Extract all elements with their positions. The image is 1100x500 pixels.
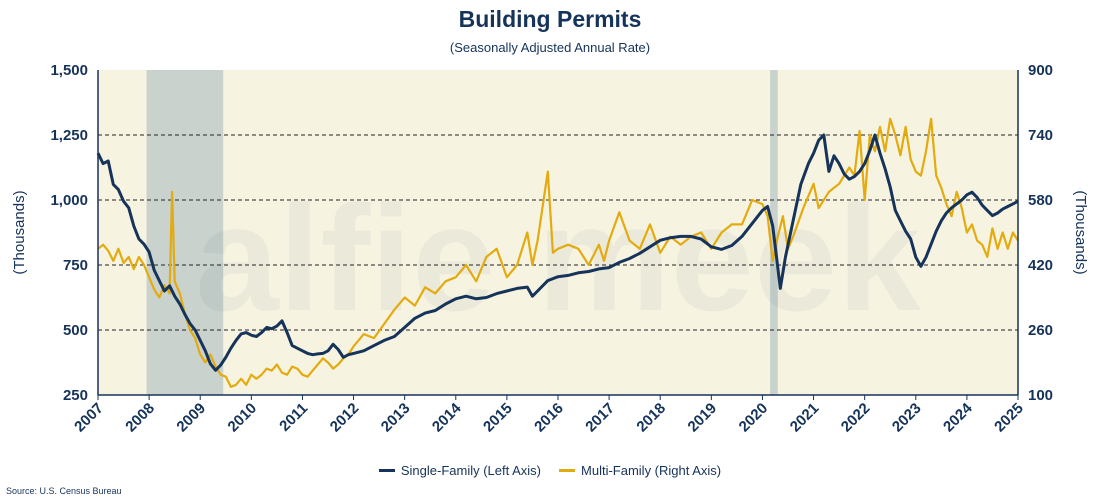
- x-tick-label: 2008: [122, 400, 158, 436]
- x-tick-label: 2010: [225, 400, 261, 436]
- legend-item-single-family: Single-Family (Left Axis): [378, 463, 542, 478]
- recession-band: [146, 70, 224, 395]
- legend-label-single-family: Single-Family (Left Axis): [400, 463, 542, 478]
- watermark: alfie meek: [195, 174, 921, 342]
- x-tick-label: 2025: [991, 400, 1027, 436]
- y-tick-right: 420: [1028, 257, 1053, 274]
- x-tick-label: 2013: [378, 400, 414, 436]
- y-tick-left: 1,500: [50, 62, 88, 79]
- x-tick-label: 2009: [173, 400, 209, 436]
- chart-canvas: alfie meek 250 500 750 1,000 1,250 1,500 100 26…: [11, 62, 1089, 436]
- y-axis-right-title: (Thousands): [1072, 190, 1089, 274]
- x-tick-label: 2018: [633, 400, 669, 436]
- chart-title: Building Permits: [458, 6, 642, 32]
- legend-label-multi-family: Multi-Family (Right Axis): [581, 463, 722, 478]
- series-lines: [96, 117, 1019, 388]
- x-tick-label: 2011: [276, 400, 311, 435]
- y-tick-right: 580: [1028, 192, 1053, 209]
- x-tick-label: 2020: [736, 400, 772, 436]
- y-axis-left-title: (Thousands): [11, 190, 28, 274]
- legend-swatch-multi-family: [559, 469, 576, 472]
- y-tick-left: 250: [63, 387, 88, 404]
- x-tick-label: 2007: [71, 400, 107, 436]
- y-tick-left: 1,000: [50, 192, 88, 209]
- y-tick-left: 1,250: [50, 127, 88, 144]
- series-line-multi-family: [97, 117, 1019, 388]
- legend: Single-Family (Left Axis) Multi-Family (…: [0, 463, 1100, 478]
- plot-background: [98, 70, 1018, 395]
- y-tick-right: 260: [1028, 322, 1053, 339]
- legend-swatch-single-family: [378, 469, 395, 472]
- x-tick-label: 2023: [889, 400, 925, 436]
- x-tick-label: 2021: [787, 400, 823, 436]
- x-tick-label: 2017: [582, 400, 618, 436]
- x-tick-label: 2022: [838, 400, 874, 436]
- x-tick-label: 2012: [327, 400, 363, 436]
- x-tick-label: 2014: [429, 399, 465, 435]
- x-tick-label: 2024: [940, 399, 976, 435]
- chart-subtitle: (Seasonally Adjusted Annual Rate): [449, 40, 651, 55]
- y-tick-right: 100: [1028, 387, 1053, 404]
- x-tick-label: 2019: [685, 400, 721, 436]
- y-tick-right: 900: [1028, 62, 1053, 79]
- y-tick-left: 750: [63, 257, 88, 274]
- series-line-single-family: [96, 133, 1019, 372]
- y-tick-left: 500: [63, 322, 88, 339]
- x-tick-label: 2016: [531, 400, 567, 436]
- legend-item-multi-family: Multi-Family (Right Axis): [559, 463, 721, 478]
- y-tick-right: 740: [1028, 127, 1053, 144]
- source-note: Source: U.S. Census Bureau: [6, 486, 122, 496]
- x-tick-label: 2015: [480, 400, 516, 436]
